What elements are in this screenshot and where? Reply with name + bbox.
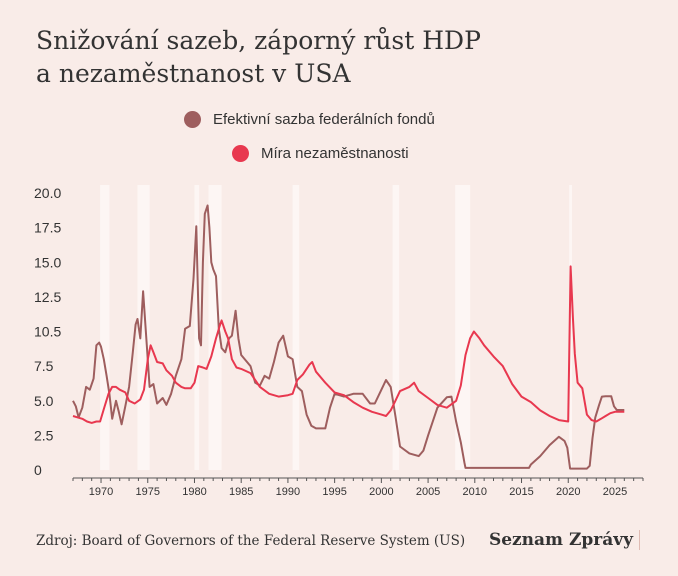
x-tick-label-2020: 2020 [556, 486, 580, 498]
y-tick-label-3: 7.5 [34, 358, 54, 374]
source-note: Zdroj: Board of Governors of the Federal… [36, 533, 466, 549]
y-tick-label-0: 0 [34, 462, 42, 478]
legend-dot-fed-funds [184, 110, 201, 128]
x-tick-label-1995: 1995 [322, 486, 346, 498]
recession-band-6 [455, 185, 471, 470]
legend: Efektivní sazba federálních fondů Míra n… [184, 102, 435, 170]
y-tick-label-5: 12.5 [34, 289, 61, 305]
line-chart: 02.55.07.510.512.515.017.520.0 1970 1975 1… [34, 185, 644, 498]
legend-label-fed-funds: Efektivní sazba federálních fondů [213, 110, 435, 128]
y-tick-label-7: 17.5 [34, 220, 61, 236]
y-tick-label-6: 15.0 [34, 254, 61, 270]
legend-label-unemployment: Míra nezaměstnanosti [261, 144, 409, 162]
title-line-1: Snižování sazeb, záporný růst HDP [36, 26, 481, 55]
recession-band-5 [392, 185, 400, 470]
x-tick-label-2005: 2005 [416, 486, 440, 498]
x-tick-label-2015: 2015 [509, 486, 533, 498]
x-tick-label-1990: 1990 [276, 486, 300, 498]
x-tick-label-1985: 1985 [229, 486, 253, 498]
title-line-2: a nezaměstnanost v USA [36, 59, 351, 88]
y-tick-label-2: 5.0 [34, 393, 54, 409]
chart-title: Snižování sazeb, záporný růst HDP a neza… [36, 24, 656, 90]
recession-band-0 [100, 185, 110, 470]
x-tick-label-2025: 2025 [603, 486, 627, 498]
recession-band-4 [292, 185, 300, 470]
y-tick-label-8: 20.0 [34, 185, 61, 201]
x-tick-label-2010: 2010 [463, 486, 487, 498]
x-tick-label-2000: 2000 [369, 486, 393, 498]
y-axis-ticks: 0 2.5 5.0 7.5 10.5 12.5 15.0 17.5 20.0 [34, 185, 61, 478]
legend-item-fed-funds: Efektivní sazba federálních fondů [184, 102, 435, 136]
x-tick-label-1975: 1975 [136, 486, 160, 498]
brand-logo: Seznam Zprávy [489, 530, 640, 550]
recession-bands [100, 185, 572, 470]
recession-band-2 [194, 185, 200, 470]
fed-funds-rate-line [72, 204, 625, 470]
y-tick-label-1: 2.5 [34, 427, 54, 443]
series-lines [72, 204, 625, 470]
legend-dot-unemployment [232, 144, 249, 162]
unemployment-rate-line [72, 265, 625, 424]
y-tick-label-4: 10.5 [34, 324, 61, 340]
x-tick-label-1980: 1980 [182, 486, 206, 498]
x-tick-label-1970: 1970 [89, 486, 113, 498]
legend-item-unemployment: Míra nezaměstnanosti [232, 136, 435, 170]
x-axis-ticks: 1970 1975 1980 1985 1990 1995 2000 2005 2010 2015… [72, 478, 644, 498]
